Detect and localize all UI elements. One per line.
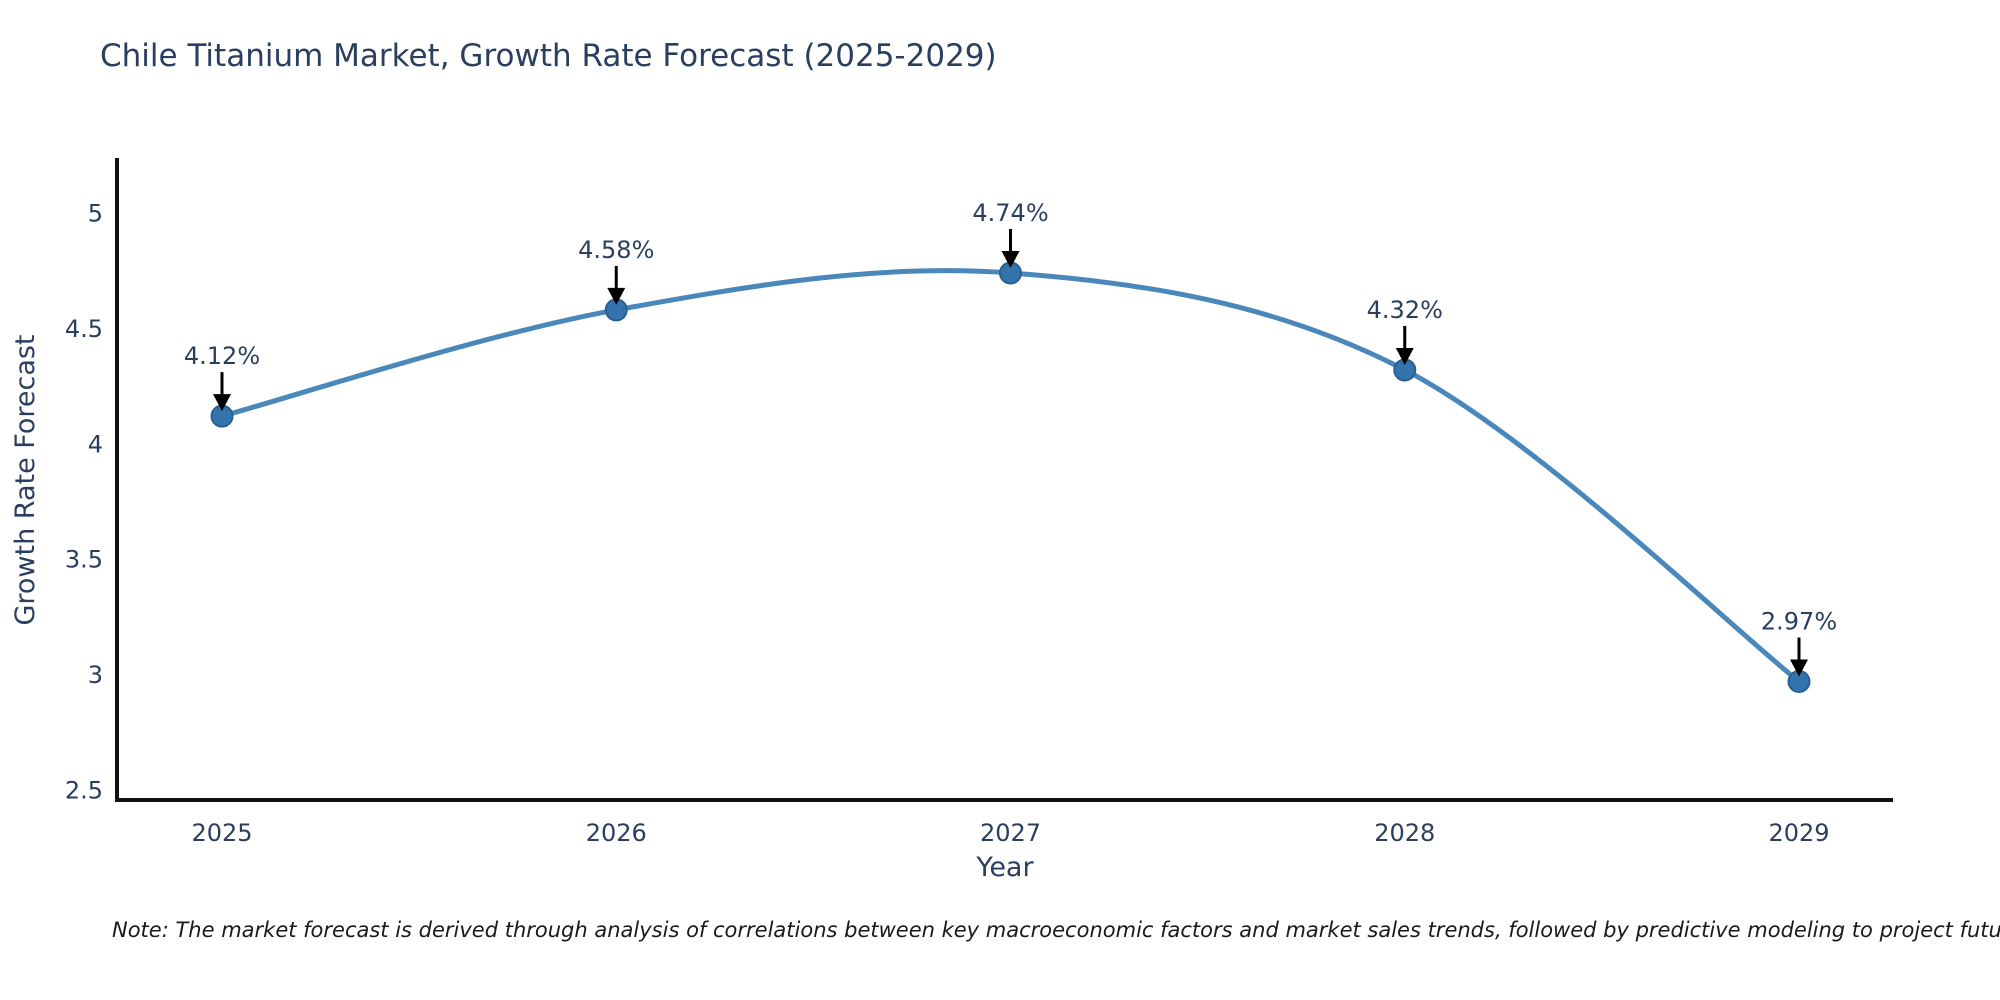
chart-title: Chile Titanium Market, Growth Rate Forec… [100, 38, 997, 74]
y-tick-label: 4 [88, 430, 103, 458]
x-tick-label: 2025 [191, 819, 252, 847]
y-tick-label: 3 [88, 661, 103, 689]
annotation-arrowhead [607, 287, 626, 305]
annotation-arrowhead [1790, 659, 1808, 677]
x-tick-label: 2029 [1768, 819, 1829, 847]
x-tick-label: 2026 [586, 819, 647, 847]
data-point-label: 4.32% [1367, 296, 1443, 324]
y-tick-label: 5 [88, 200, 103, 228]
annotation-arrowhead [1001, 251, 1020, 269]
x-tick-label: 2028 [1374, 819, 1435, 847]
x-axis-title: Year [975, 852, 1034, 883]
x-tick-label: 2027 [980, 819, 1041, 847]
plot-content: 5 4.5 4 3.5 3 2.5 2025 2026 2027 2028 2029 4.12% 4.5… [65, 199, 1837, 847]
trend-line [221, 268, 1801, 684]
y-tick-label: 4.5 [65, 315, 103, 343]
annotation-arrowhead [213, 394, 231, 412]
data-point-label: 4.74% [972, 199, 1048, 227]
annotation-arrowhead [1395, 347, 1414, 365]
y-tick-label: 3.5 [65, 546, 103, 574]
data-point-label: 2.97% [1761, 608, 1837, 636]
data-point-label: 4.12% [184, 342, 260, 370]
footnote: Note: The market forecast is derived thr… [112, 918, 2000, 942]
y-axis-title: Growth Rate Forecast [10, 334, 41, 625]
y-tick-label: 2.5 [65, 777, 103, 805]
data-point-label: 4.58% [578, 236, 654, 264]
